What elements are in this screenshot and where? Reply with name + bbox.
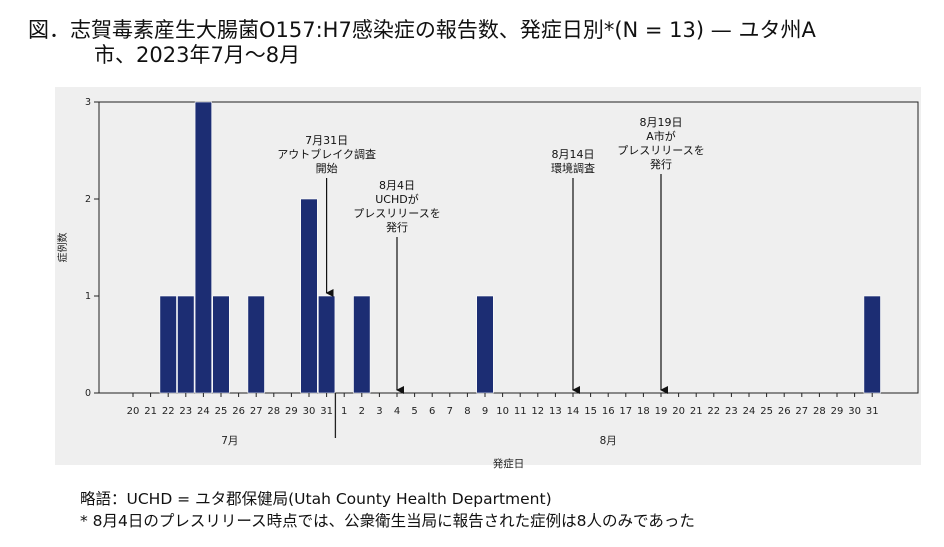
bar-5 xyxy=(212,295,230,394)
annotation-text: プレスリリースを xyxy=(353,207,440,220)
footnote-note: * 8月4日のプレスリリース時点では、公衆衛生当局に報告された症例は8人のみであ… xyxy=(80,512,695,530)
bar-4 xyxy=(194,101,213,394)
x-tick-label: 14 xyxy=(567,406,580,417)
x-tick-label: 1 xyxy=(341,406,347,417)
y-axis-label: 症例数 xyxy=(56,233,69,263)
annotation-text: 発行 xyxy=(650,157,672,171)
x-tick-label: 28 xyxy=(267,406,280,417)
x-tick-label: 20 xyxy=(127,406,140,417)
y-tick-label: 0 xyxy=(85,388,91,399)
x-tick-label: 30 xyxy=(848,406,861,417)
bar-2 xyxy=(159,295,177,394)
x-tick-label: 23 xyxy=(179,406,192,417)
annotation-text: アウトブレイク調査 xyxy=(277,147,376,161)
figure-title-line1: 図．志賀毒素産生大腸菌O157:H7感染症の報告数、発症日別*(N = 13) … xyxy=(28,18,816,42)
x-tick-label: 16 xyxy=(602,406,615,417)
x-tick-label: 22 xyxy=(707,406,720,417)
annotation-text: 8月4日 xyxy=(379,179,415,192)
footnote-abbrev: 略語：UCHD = ユタ郡保健局(Utah County Health Depa… xyxy=(80,490,552,508)
x-tick-label: 12 xyxy=(531,406,544,417)
annotation-text: 開始 xyxy=(316,161,338,175)
x-tick-label: 18 xyxy=(637,406,650,417)
x-tick-label: 21 xyxy=(690,406,703,417)
annotation-text: プレスリリースを xyxy=(617,144,704,157)
x-tick-label: 2 xyxy=(359,406,365,417)
x-tick-label: 11 xyxy=(514,406,527,417)
x-tick-label: 22 xyxy=(162,406,175,417)
bar-11 xyxy=(317,295,336,394)
x-tick-label: 24 xyxy=(197,406,210,417)
x-tick-label: 31 xyxy=(320,406,333,417)
x-tick-label: 7 xyxy=(447,406,453,417)
x-tick-label: 24 xyxy=(743,406,756,417)
x-tick-label: 15 xyxy=(584,406,597,417)
x-tick-label: 8 xyxy=(464,406,470,417)
x-tick-label: 23 xyxy=(725,406,738,417)
bar-10 xyxy=(300,198,318,394)
x-tick-label: 30 xyxy=(303,406,316,417)
x-tick-label: 3 xyxy=(376,406,382,417)
x-tick-label: 6 xyxy=(429,406,435,417)
x-tick-label: 27 xyxy=(250,406,263,417)
annotation-text: 発行 xyxy=(386,220,408,234)
annotation-text: 8月19日 xyxy=(640,116,683,129)
bar-3 xyxy=(177,295,195,394)
x-tick-label: 4 xyxy=(394,406,400,417)
plot-frame xyxy=(98,101,919,394)
bar-13 xyxy=(353,295,371,394)
x-axis-label: 発症日 xyxy=(493,457,525,470)
x-tick-label: 20 xyxy=(672,406,685,417)
y-tick-label: 1 xyxy=(85,291,91,302)
annotation-text: UCHDが xyxy=(375,192,418,206)
annotations-group: 7月31日アウトブレイク調査開始8月4日UCHDがプレスリリースを発行8月14日… xyxy=(277,116,705,394)
x-tick-label: 13 xyxy=(549,406,562,417)
annotation-text: 環境調査 xyxy=(551,161,595,175)
x-tick-label: 17 xyxy=(619,406,632,417)
x-tick-label: 25 xyxy=(215,406,228,417)
y-tick-label: 3 xyxy=(85,97,91,108)
annotation-text: 7月31日 xyxy=(305,134,348,147)
x-tick-label: 9 xyxy=(482,406,488,417)
bar-42 xyxy=(863,295,881,394)
annotation-text: A市が xyxy=(646,129,676,143)
x-tick-label: 21 xyxy=(144,406,157,417)
x-tick-label: 29 xyxy=(285,406,298,417)
x-tick-label: 29 xyxy=(831,406,844,417)
x-tick-label: 27 xyxy=(795,406,808,417)
annotation-text: 8月14日 xyxy=(552,148,595,161)
bar-20 xyxy=(476,295,494,394)
month-label: 7月 xyxy=(221,435,238,447)
x-tick-label: 19 xyxy=(655,406,668,417)
bars-group xyxy=(159,101,881,394)
x-tick-label: 10 xyxy=(496,406,509,417)
x-tick-label: 26 xyxy=(232,406,245,417)
x-tick-label: 28 xyxy=(813,406,826,417)
x-tick-label: 5 xyxy=(411,406,417,417)
figure-title: 図．志賀毒素産生大腸菌O157:H7感染症の報告数、発症日別*(N = 13) … xyxy=(28,18,938,68)
bar-7 xyxy=(247,295,265,394)
x-tick-label: 26 xyxy=(778,406,791,417)
x-tick-label: 31 xyxy=(866,406,879,417)
footnotes: 略語：UCHD = ユタ郡保健局(Utah County Health Depa… xyxy=(80,488,695,532)
x-tick-label: 25 xyxy=(760,406,773,417)
figure-title-line2: 市、2023年7月〜8月 xyxy=(94,43,301,67)
y-tick-label: 2 xyxy=(85,194,91,205)
month-label: 8月 xyxy=(600,435,617,447)
